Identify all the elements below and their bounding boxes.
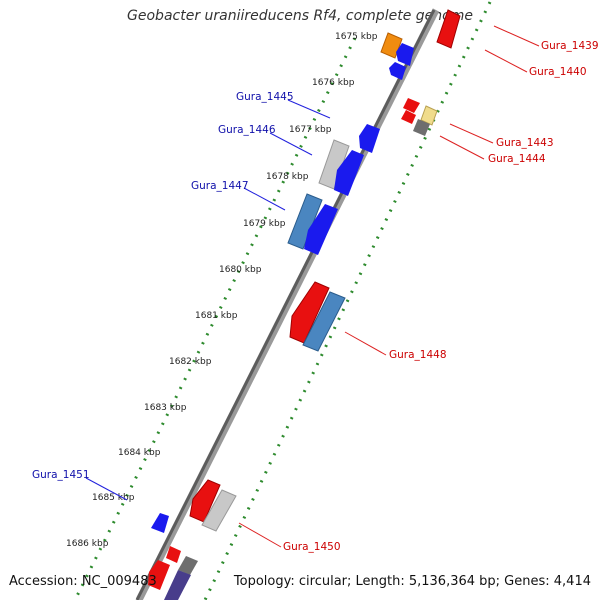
gene-red-1681[interactable] [289, 281, 330, 344]
tick-label: 1676 kbp [312, 78, 355, 88]
gene-labels-right: Gura_1439 Gura_1440 Gura_1443 Gura_1444 … [283, 40, 599, 553]
right-track-dotted-line [203, 1, 492, 600]
tick-label: 1686 kbp [66, 539, 109, 549]
gene-label-left[interactable]: Gura_1451 [32, 469, 90, 481]
tick-label: 1681 kbp [195, 311, 238, 321]
tick-label: 1678 kbp [266, 172, 309, 182]
gene-red-1686b[interactable] [148, 560, 170, 590]
gene-red-1443b[interactable] [401, 110, 416, 124]
gene-steelblue-1679[interactable] [287, 193, 323, 250]
gene-blue-1675a[interactable] [396, 43, 414, 66]
gene-darkgray-1444[interactable] [413, 119, 430, 136]
map-title: Geobacter uraniireducens Rf4, complete g… [127, 8, 473, 24]
gene-blue-1678[interactable] [334, 150, 364, 196]
genome-backbone-shadow [135, 8, 440, 600]
gene-gray-1450[interactable] [201, 489, 237, 532]
gene-label-left[interactable]: Gura_1447 [191, 180, 249, 192]
gene-label-right[interactable]: Gura_1440 [529, 66, 587, 78]
gene-red-1685[interactable] [189, 479, 221, 523]
gene-steelblue-1448[interactable] [302, 291, 346, 352]
gene-label-right[interactable]: Gura_1444 [488, 153, 546, 165]
topology-text: Topology: circular; Length: 5,136,364 bp… [233, 574, 591, 589]
gene-label-left[interactable]: Gura_1445 [236, 91, 294, 103]
gene-blue-1675b[interactable] [389, 62, 406, 80]
tick-label: 1677 kbp [289, 125, 332, 135]
gene-blue-1677[interactable] [359, 124, 380, 153]
gene-red-1686a[interactable] [166, 546, 181, 563]
tick-label: 1683 kbp [144, 403, 187, 413]
tick-label: 1684 kbp [118, 448, 161, 458]
gene-blue-1679[interactable] [304, 204, 338, 255]
tick-label: 1675 kbp [335, 32, 378, 42]
gene-label-right[interactable]: Gura_1450 [283, 541, 341, 553]
gene-label-right[interactable]: Gura_1439 [541, 40, 599, 52]
tick-label: 1682 kbp [169, 357, 212, 367]
gene-darkgray-1686[interactable] [178, 556, 198, 575]
tick-label: 1685 kbp [92, 493, 135, 503]
accession-text: Accession: NC_009483 [9, 574, 157, 589]
gene-features-right [164, 9, 461, 600]
gene-label-right[interactable]: Gura_1448 [389, 349, 447, 361]
gene-labels-left: Gura_1445 Gura_1446 Gura_1447 Gura_1451 [32, 91, 294, 481]
leader-lines-left [85, 99, 331, 501]
gene-slateblue-1686[interactable] [164, 570, 191, 600]
gene-red-1443a[interactable] [403, 98, 420, 113]
tick-label: 1679 kbp [243, 219, 286, 229]
gene-red-1439[interactable] [436, 9, 461, 49]
gene-features-left [148, 32, 414, 590]
gene-label-left[interactable]: Gura_1446 [218, 124, 276, 136]
tick-labels: 1675 kbp 1676 kbp 1677 kbp 1678 kbp 1679… [66, 32, 378, 549]
gene-blue-1685[interactable] [151, 513, 169, 533]
tick-label: 1680 kbp [219, 265, 262, 275]
gene-khaki-1443[interactable] [420, 105, 438, 126]
gene-gray-1677[interactable] [318, 139, 350, 190]
genome-backbone [135, 9, 436, 600]
leader-lines-right [238, 25, 540, 548]
gene-label-right[interactable]: Gura_1443 [496, 137, 554, 149]
